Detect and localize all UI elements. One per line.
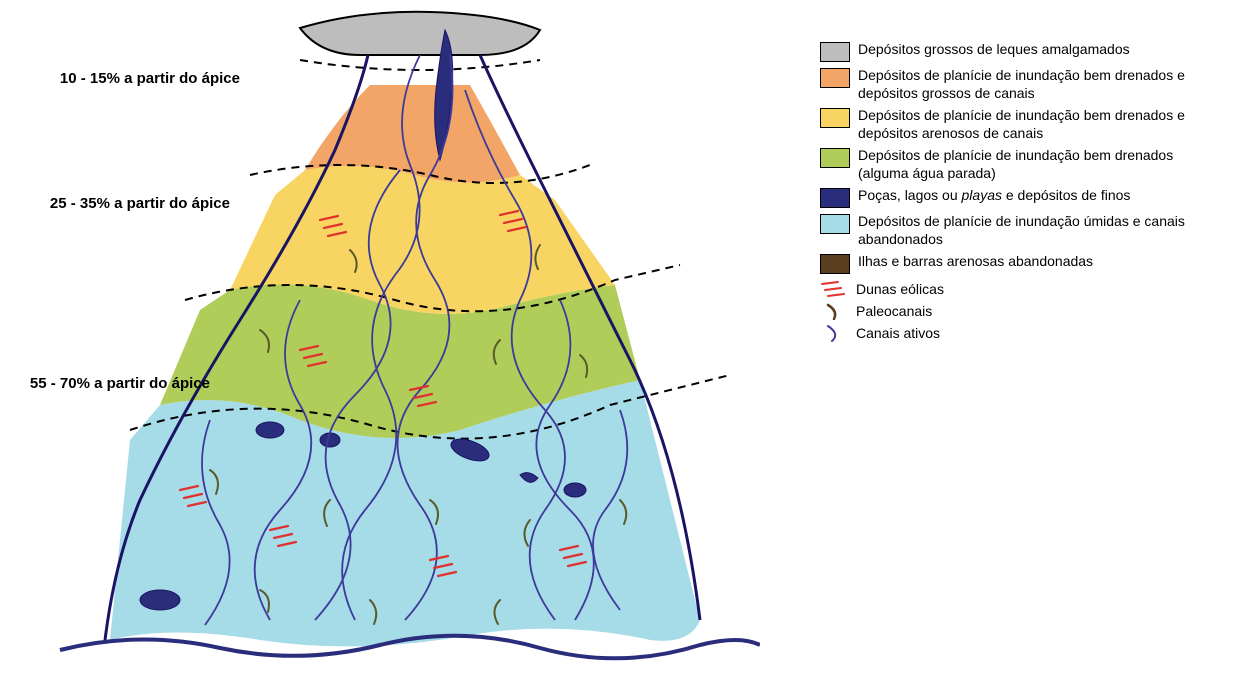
legend-row-apex: Depósitos grossos de leques amalgamados — [820, 40, 1220, 62]
legend-text-paleo: Paleocanais — [856, 302, 932, 320]
zone-apex — [300, 12, 540, 55]
legend: Depósitos grossos de leques amalgamados … — [820, 40, 1220, 346]
legend-text-darkblue: Poças, lagos ou playas e depósitos de fi… — [858, 186, 1130, 204]
dunes-icon — [820, 280, 848, 298]
legend-row-canais: Canais ativos — [820, 324, 1220, 342]
legend-row-darkblue: Poças, lagos ou playas e depósitos de fi… — [820, 186, 1220, 208]
legend-text-dunes: Dunas eólicas — [856, 280, 944, 298]
legend-row-green: Depósitos de planície de inundação bem d… — [820, 146, 1220, 182]
legend-text-orange: Depósitos de planície de inundação bem d… — [858, 66, 1220, 102]
swatch-darkblue — [820, 188, 850, 208]
swatch-lightblue — [820, 214, 850, 234]
legend-text-yellow: Depósitos de planície de inundação bem d… — [858, 106, 1220, 142]
swatch-green — [820, 148, 850, 168]
legend-row-orange: Depósitos de planície de inundação bem d… — [820, 66, 1220, 102]
zone-label-2: 25 - 35% a partir do ápice — [0, 195, 230, 212]
legend-text-brown: Ilhas e barras arenosas abandonadas — [858, 252, 1093, 270]
swatch-grey — [820, 42, 850, 62]
legend-row-dunes: Dunas eólicas — [820, 280, 1220, 298]
legend-text-lightblue: Depósitos de planície de inundação úmida… — [858, 212, 1220, 248]
swatch-yellow — [820, 108, 850, 128]
fan-diagram — [0, 0, 760, 685]
legend-row-brown: Ilhas e barras arenosas abandonadas — [820, 252, 1220, 274]
legend-row-yellow: Depósitos de planície de inundação bem d… — [820, 106, 1220, 142]
swatch-brown — [820, 254, 850, 274]
zone-label-1: 10 - 15% a partir do ápice — [10, 70, 240, 87]
legend-text-canais: Canais ativos — [856, 324, 940, 342]
legend-row-paleo: Paleocanais — [820, 302, 1220, 320]
swatch-orange — [820, 68, 850, 88]
legend-row-lightblue: Depósitos de planície de inundação úmida… — [820, 212, 1220, 248]
fan-svg — [0, 0, 760, 685]
legend-text-apex: Depósitos grossos de leques amalgamados — [858, 40, 1130, 58]
legend-text-green: Depósitos de planície de inundação bem d… — [858, 146, 1220, 182]
canais-icon — [820, 324, 848, 342]
paleocanais-icon — [820, 302, 848, 320]
zone-label-3: 55 - 70% a partir do ápice — [0, 375, 210, 392]
